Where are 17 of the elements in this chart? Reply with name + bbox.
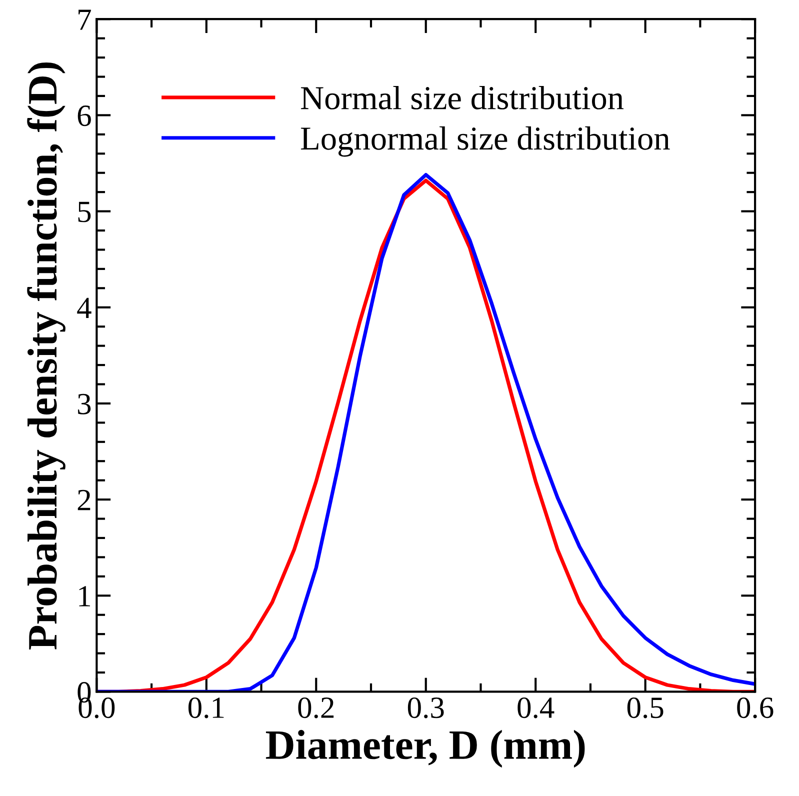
y-tick-label: 5 bbox=[78, 202, 91, 222]
y-tick-label: 1 bbox=[79, 586, 90, 606]
y-tick-label: 2 bbox=[78, 490, 90, 510]
x-tick-label: 0.4 bbox=[518, 697, 554, 718]
x-tick-label: 0.6 bbox=[737, 697, 774, 718]
x-tick-label: 0.1 bbox=[188, 697, 224, 718]
x-tick-label: 0.5 bbox=[627, 697, 664, 718]
y-tick-label: 7 bbox=[78, 10, 91, 30]
legend-label: Normal size distribution bbox=[300, 86, 624, 110]
y-tick-label: 4 bbox=[77, 298, 92, 318]
legend-label: Lognormal size distribution bbox=[300, 126, 670, 157]
y-axis-title: Probability density function, f(D) bbox=[27, 62, 66, 650]
x-tick-label: 0.2 bbox=[298, 697, 334, 718]
x-tick-label: 0.3 bbox=[408, 697, 444, 718]
y-tick-label: 3 bbox=[78, 394, 91, 414]
y-tick-label: 6 bbox=[78, 106, 91, 126]
x-axis-title: Diameter, D (mm) bbox=[266, 730, 585, 768]
